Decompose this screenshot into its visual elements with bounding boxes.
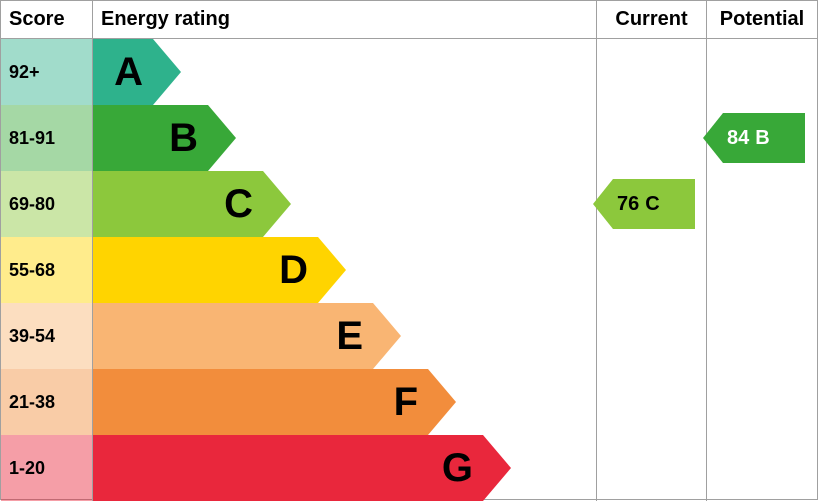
score-cell-e: 39-54 [1,303,93,369]
current-cell-row-3 [597,237,707,303]
score-cell-f: 21-38 [1,369,93,435]
rating-bar-body: A [93,39,153,105]
rating-bar-tip [153,39,181,105]
current-pointer-body: 76 C [613,179,695,229]
band-letter-a: A [114,50,143,95]
rating-bar-tip [208,105,236,171]
current-cell-row-1 [597,105,707,171]
score-range: 1-20 [9,458,45,479]
rating-cell-g: G [93,435,597,501]
band-letter-f: F [394,380,418,425]
band-letter-c: C [224,182,253,227]
current-pointer: 76 C [593,179,695,229]
band-row-e: 39-54 E [1,303,817,369]
potential-pointer-value: 84 [727,127,749,150]
potential-cell-row-3 [707,237,817,303]
band-row-f: 21-38 F [1,369,817,435]
rating-bar-body: C [93,171,263,237]
rating-bar-body: E [93,303,373,369]
score-range: 55-68 [9,260,55,281]
potential-cell-row-1: 84 B [707,105,817,171]
current-cell-row-4 [597,303,707,369]
current-cell-row-5 [597,369,707,435]
potential-cell-row-0 [707,39,817,105]
current-cell-row-6 [597,435,707,501]
potential-pointer: 84 B [703,113,805,163]
score-range: 69-80 [9,194,55,215]
potential-pointer-tip [703,113,723,163]
rating-bar-tip [373,303,401,369]
rating-bar-tip [318,237,346,303]
rating-bar-body: B [93,105,208,171]
band-row-g: 1-20 G [1,435,817,501]
rating-bar-tip [483,435,511,501]
score-cell-g: 1-20 [1,435,93,501]
score-cell-b: 81-91 [1,105,93,171]
band-letter-d: D [279,248,308,293]
score-range: 81-91 [9,128,55,149]
score-range: 21-38 [9,392,55,413]
band-letter-e: E [336,314,363,359]
score-range: 92+ [9,62,40,83]
current-pointer-letter: C [645,193,659,216]
header-row: Score Energy rating Current Potential [1,1,817,39]
epc-chart: Score Energy rating Current Potential 92… [0,0,818,500]
score-range: 39-54 [9,326,55,347]
header-potential: Potential [707,1,817,38]
rating-bar-a: A [93,39,181,105]
rating-bar-f: F [93,369,456,435]
potential-pointer-letter: B [755,127,769,150]
current-pointer-value: 76 [617,193,639,216]
rating-bar-d: D [93,237,346,303]
rating-bar-body: D [93,237,318,303]
header-score: Score [1,1,93,38]
current-cell-row-0 [597,39,707,105]
rating-bar-tip [263,171,291,237]
band-letter-b: B [169,116,198,161]
score-cell-a: 92+ [1,39,93,105]
score-cell-d: 55-68 [1,237,93,303]
potential-cell-row-5 [707,369,817,435]
rating-bar-body: G [93,435,483,501]
header-current: Current [597,1,707,38]
rating-cell-f: F [93,369,597,435]
rating-cell-a: A [93,39,597,105]
rating-bar-e: E [93,303,401,369]
rating-bar-body: F [93,369,428,435]
rating-bar-tip [428,369,456,435]
rating-bar-b: B [93,105,236,171]
potential-cell-row-2 [707,171,817,237]
band-row-d: 55-68 D [1,237,817,303]
rating-bar-g: G [93,435,511,501]
potential-pointer-body: 84 B [723,113,805,163]
rating-cell-b: B [93,105,597,171]
rating-cell-c: C [93,171,597,237]
current-cell-row-2: 76 C [597,171,707,237]
bands-container: 92+ A 81-91 B 84 B 69-80 C 76 C 55-68 D 39-54 E 21-38 F… [1,39,817,501]
potential-cell-row-6 [707,435,817,501]
band-row-b: 81-91 B 84 B [1,105,817,171]
rating-cell-e: E [93,303,597,369]
band-letter-g: G [442,446,473,491]
potential-cell-row-4 [707,303,817,369]
band-row-c: 69-80 C 76 C [1,171,817,237]
band-row-a: 92+ A [1,39,817,105]
current-pointer-tip [593,179,613,229]
rating-bar-c: C [93,171,291,237]
score-cell-c: 69-80 [1,171,93,237]
rating-cell-d: D [93,237,597,303]
header-rating: Energy rating [93,1,597,38]
